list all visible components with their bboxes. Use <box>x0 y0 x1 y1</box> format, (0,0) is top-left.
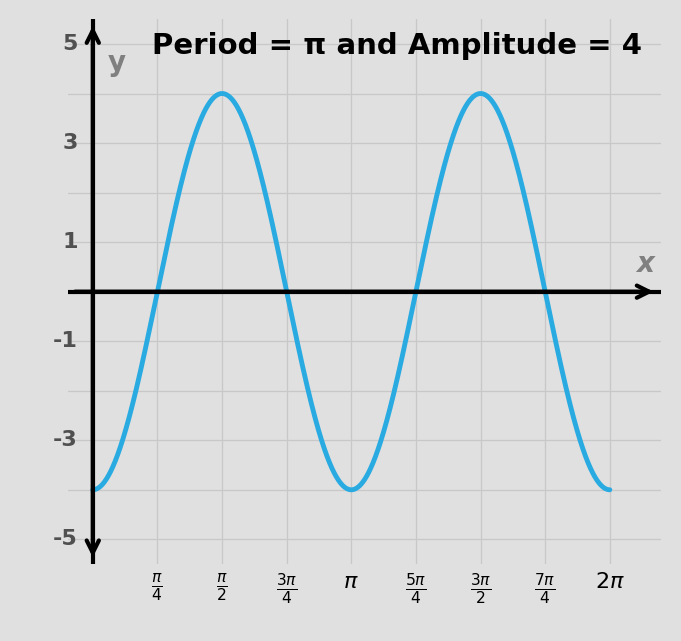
Text: 1: 1 <box>63 232 78 252</box>
Text: $\frac{5\pi}{4}$: $\frac{5\pi}{4}$ <box>405 572 427 606</box>
Text: $\frac{\pi}{4}$: $\frac{\pi}{4}$ <box>151 572 163 603</box>
Text: -5: -5 <box>53 529 78 549</box>
Text: -1: -1 <box>53 331 78 351</box>
Text: y: y <box>108 49 126 77</box>
Text: $2\pi$: $2\pi$ <box>595 572 624 592</box>
Text: $\frac{7\pi}{4}$: $\frac{7\pi}{4}$ <box>535 572 556 606</box>
Text: $\frac{3\pi}{2}$: $\frac{3\pi}{2}$ <box>470 572 491 606</box>
Text: $\frac{3\pi}{4}$: $\frac{3\pi}{4}$ <box>276 572 298 606</box>
Text: Period = π and Amplitude = 4: Period = π and Amplitude = 4 <box>153 31 642 60</box>
Text: $\frac{\pi}{2}$: $\frac{\pi}{2}$ <box>216 572 228 603</box>
Text: 5: 5 <box>63 34 78 54</box>
Text: x: x <box>636 251 654 278</box>
Text: $\pi$: $\pi$ <box>343 572 359 592</box>
Text: 3: 3 <box>63 133 78 153</box>
Text: -3: -3 <box>53 430 78 450</box>
